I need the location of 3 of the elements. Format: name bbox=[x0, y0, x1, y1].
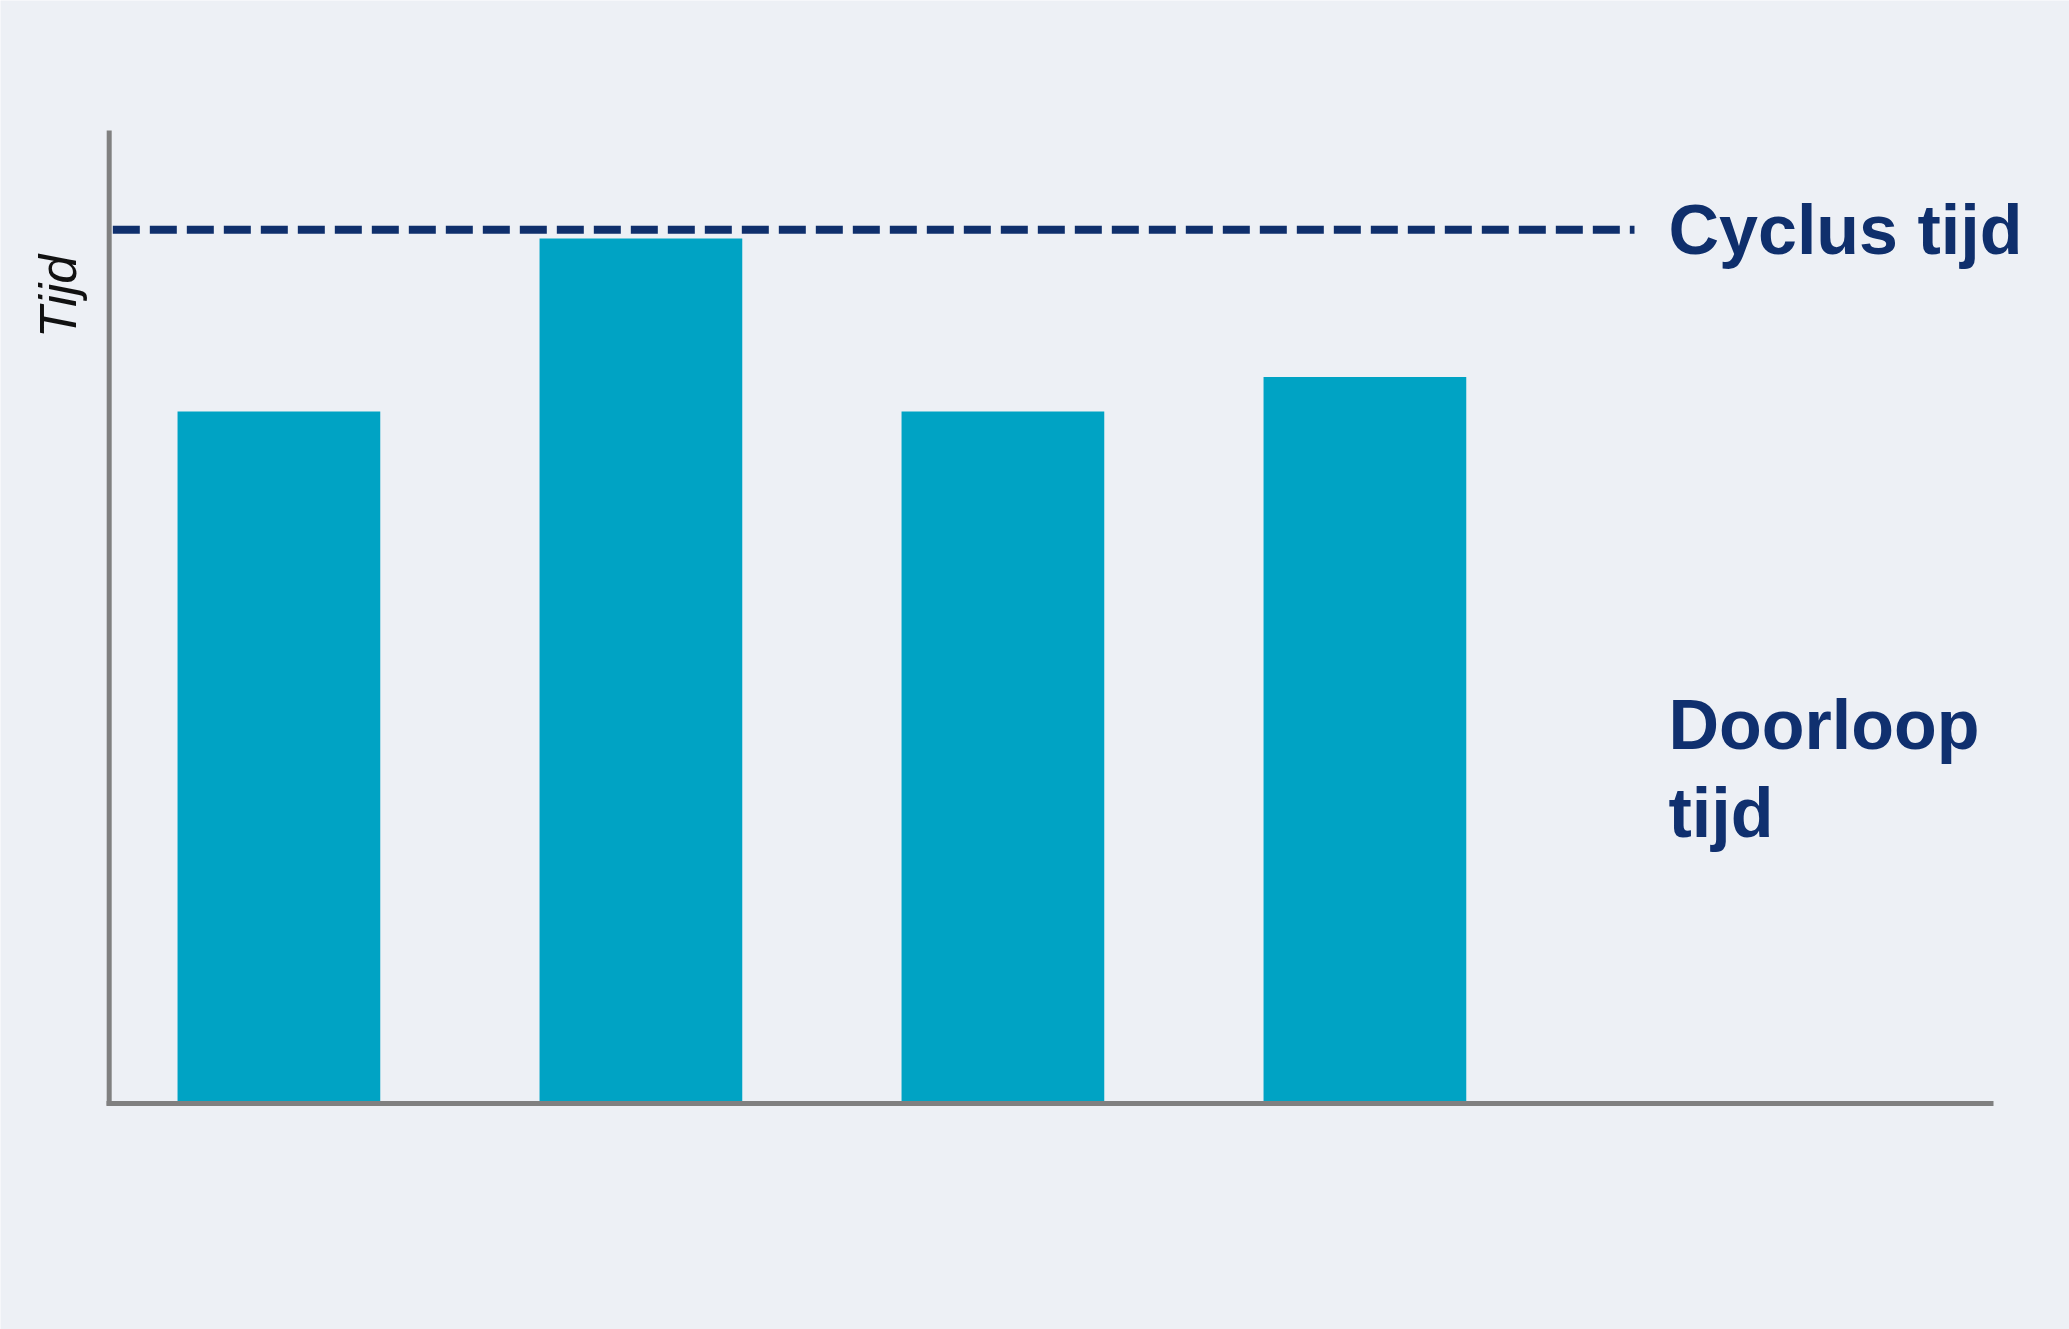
text: Doorloop tijd bbox=[1668, 685, 1980, 852]
ref-line-label: Cyclus tijd bbox=[1668, 190, 2023, 269]
y-axis-title: Tijd bbox=[28, 252, 87, 339]
